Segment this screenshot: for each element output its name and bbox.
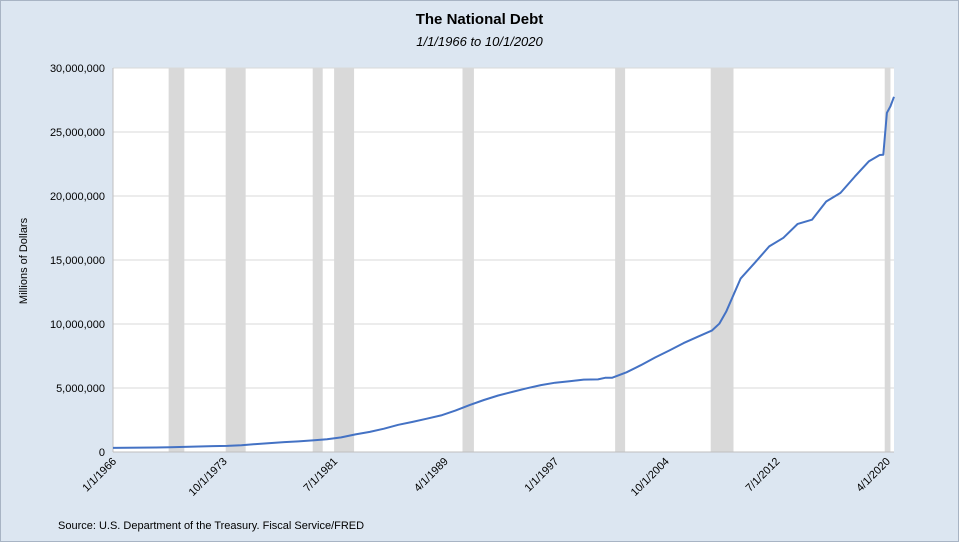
y-tick-label: 25,000,000: [50, 127, 105, 139]
x-tick-label: 4/1/2020: [854, 456, 893, 495]
source-note: Source: U.S. Department of the Treasury.…: [58, 520, 365, 532]
y-tick-label: 30,000,000: [50, 63, 105, 75]
y-axis-label: Millions of Dollars: [18, 217, 30, 304]
axes: [112, 68, 894, 453]
gridlines: [113, 67, 894, 389]
chart-title: The National Debt: [415, 11, 544, 28]
y-tick-label: 20,000,000: [50, 191, 105, 203]
x-tick-label: 7/1/1981: [301, 456, 340, 495]
series-lines: [112, 96, 895, 449]
x-tick-label: 10/1/2004: [629, 456, 672, 499]
x-tick-label: 4/1/1989: [412, 456, 451, 495]
y-tick-label: 0: [99, 447, 105, 459]
x-tick-label: 10/1/1973: [187, 456, 230, 499]
y-tick-label: 15,000,000: [50, 255, 105, 267]
x-tick-label: 1/1/1997: [523, 456, 562, 495]
y-tick-label: 5,000,000: [56, 383, 105, 395]
chart-subtitle: 1/1/1966 to 10/1/2020: [416, 34, 543, 49]
y-tick-label: 10,000,000: [50, 319, 105, 331]
x-tick-label: 1/1/1966: [80, 456, 119, 495]
series-line: [112, 96, 895, 449]
y-axis-ticks: 0 5,000,000 10,000,000 15,000,000 20,000,000…: [50, 63, 105, 459]
x-tick-label: 7/1/2012: [744, 456, 783, 495]
x-axis-ticks: 1/1/1966 10/1/1973 7/1/1981 4/1/1989 1/1/199…: [80, 456, 893, 499]
